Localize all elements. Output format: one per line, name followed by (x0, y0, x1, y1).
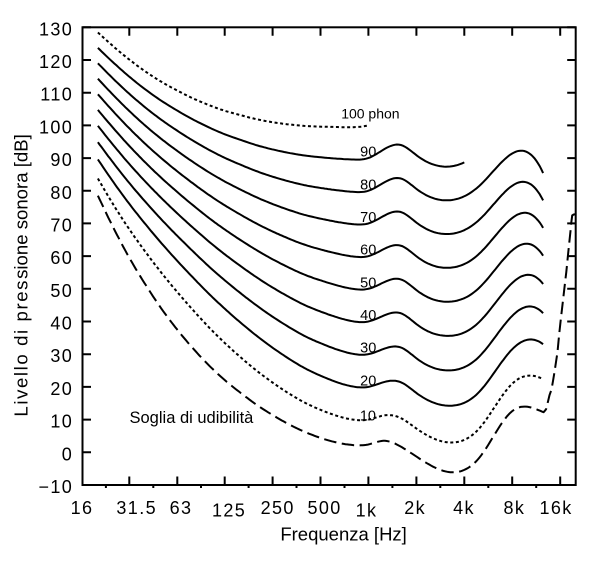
svg-text:4k: 4k (453, 498, 475, 518)
svg-text:50: 50 (360, 275, 376, 291)
svg-text:8k: 8k (503, 498, 525, 518)
svg-text:60: 60 (50, 248, 73, 268)
svg-text:80: 80 (50, 183, 73, 203)
svg-text:70: 70 (360, 210, 376, 226)
svg-text:20: 20 (360, 373, 376, 389)
svg-text:60: 60 (360, 243, 376, 259)
svg-text:100: 100 (39, 117, 73, 137)
svg-text:30: 30 (360, 341, 376, 357)
svg-text:0: 0 (62, 444, 73, 464)
svg-text:10: 10 (50, 412, 73, 432)
svg-text:2k: 2k (404, 498, 426, 518)
svg-text:16: 16 (71, 498, 94, 518)
svg-text:Soglia di udibilità: Soglia di udibilità (130, 409, 255, 427)
svg-text:16k: 16k (539, 498, 572, 518)
svg-text:Frequenza [Hz]: Frequenza [Hz] (280, 524, 406, 545)
svg-text:130: 130 (39, 19, 73, 39)
svg-text:100 phon: 100 phon (341, 105, 399, 121)
svg-text:20: 20 (50, 379, 73, 399)
svg-text:80: 80 (360, 177, 376, 193)
svg-text:63: 63 (170, 498, 193, 518)
svg-text:70: 70 (50, 215, 73, 235)
svg-text:90: 90 (360, 145, 376, 161)
svg-text:250: 250 (261, 498, 295, 518)
svg-text:−10: −10 (38, 477, 73, 497)
svg-text:40: 40 (50, 314, 73, 334)
svg-text:10: 10 (360, 409, 376, 425)
svg-text:500: 500 (307, 498, 341, 518)
svg-text:30: 30 (50, 346, 73, 366)
svg-text:50: 50 (50, 281, 73, 301)
svg-text:120: 120 (39, 52, 73, 72)
svg-text:125: 125 (212, 501, 246, 521)
svg-text:110: 110 (40, 85, 73, 105)
svg-text:1k: 1k (356, 501, 378, 521)
svg-text:90: 90 (50, 150, 73, 170)
svg-text:Livello di pressione sonora [d: Livello di pressione sonora [dB] (11, 134, 32, 416)
svg-text:40: 40 (360, 308, 376, 324)
svg-text:31.5: 31.5 (116, 498, 157, 518)
